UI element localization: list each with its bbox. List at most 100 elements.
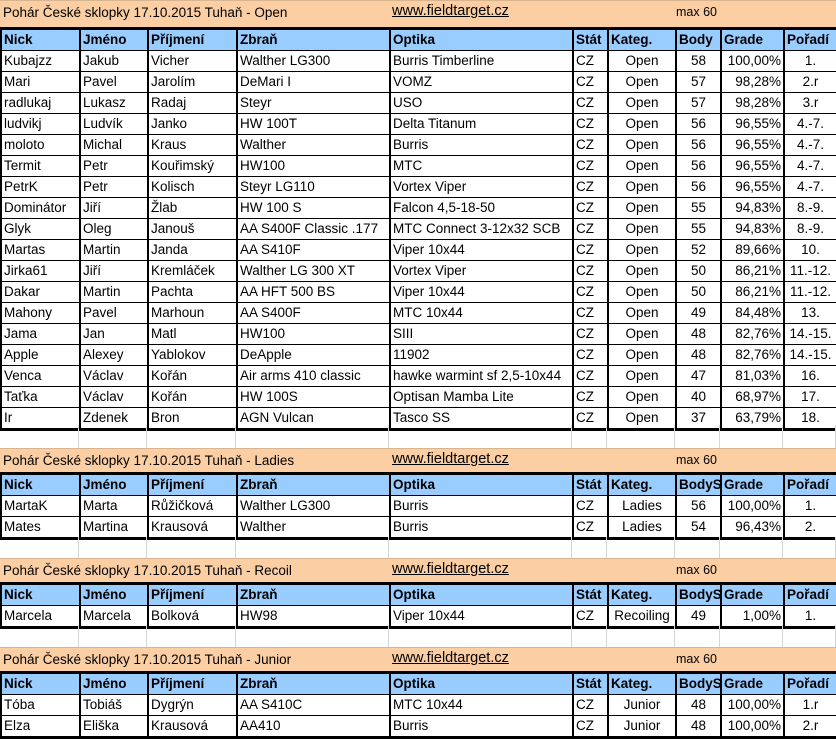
column-header-kateg: Kateg. [607, 583, 677, 606]
cell-grade: 96,55% [720, 176, 785, 198]
cell-grade: 100,00% [720, 50, 785, 72]
cell-grade: 100,00% [720, 694, 785, 716]
cell-optika: Tasco SS [389, 407, 574, 430]
cell-optika: Burris [389, 516, 574, 539]
column-header-kateg: Kateg. [607, 28, 677, 51]
fieldtarget-link[interactable]: www.fieldtarget.cz [392, 561, 509, 577]
cell-prijmeni: Kraus [147, 134, 238, 156]
section-title: Pohár České sklopky 17.10.2015 Tuhaň - R… [3, 563, 292, 578]
cell-zbran: AA HFT 500 BS [236, 281, 391, 303]
table-row: MartaK Marta Růžičková Walther LG300 Burris C… [0, 495, 836, 517]
column-header-kateg: Kateg. [607, 672, 677, 695]
results-section: Pohár České sklopky 17.10.2015 Tuhaň - R… [0, 558, 836, 629]
cell-nick: Termit [0, 155, 81, 177]
cell-body: 56 [675, 113, 722, 135]
cell-grade: 98,28% [720, 71, 785, 93]
cell-poradi: 13. [783, 302, 836, 324]
cell-optika: MTC Connect 3-12x32 SCB [389, 218, 574, 240]
cell-jmeno: Pavel [79, 71, 149, 93]
table-row: radlukaj Lukasz Radaj Steyr USO CZ Open 57 98,28… [0, 92, 836, 114]
cell-optika: Viper 10x44 [389, 239, 574, 261]
cell-jmeno: Alexey [79, 344, 149, 366]
empty-cell [79, 425, 147, 448]
section-title-bar: Pohár České sklopky 17.10.2015 Tuhaň - L… [0, 448, 836, 472]
cell-jmeno: Eliška [79, 715, 149, 738]
cell-zbran: HW 100T [236, 113, 391, 135]
column-header-optika: Optika [389, 583, 574, 606]
cell-kateg: Recoiling [607, 605, 677, 628]
cell-optika: Viper 10x44 [389, 281, 574, 303]
cell-body: 49 [675, 605, 722, 628]
cell-kateg: Open [607, 155, 677, 177]
table-row: Jama Jan Matl HW100 SIII CZ Open 48 82,76% 14.-15… [0, 323, 836, 345]
cell-stat: CZ [572, 516, 609, 539]
cell-jmeno: Ludvík [79, 113, 149, 135]
table-row: Elza Eliška Krausová AA410 Burris CZ Junior 48 1… [0, 715, 836, 738]
table-row: moloto Michal Kraus Walther Burris CZ Open 56 96… [0, 134, 836, 156]
cell-body: 48 [675, 715, 722, 738]
cell-nick: ludvikj [0, 113, 81, 135]
cell-kateg: Open [607, 176, 677, 198]
cell-nick: Marcela [0, 605, 81, 628]
cell-zbran: AA410 [236, 715, 391, 738]
cell-stat: CZ [572, 365, 609, 387]
column-header-jmeno: Jméno [79, 672, 149, 695]
column-header-zbran: Zbraň [236, 672, 391, 695]
cell-jmeno: Václav [79, 386, 149, 408]
table-row: Venca Václav Kořán Air arms 410 classic hawk… [0, 365, 836, 387]
cell-zbran: Walther LG300 [236, 495, 391, 517]
cell-poradi: 2.r [783, 71, 836, 93]
cell-prijmeni: Kremláček [147, 260, 238, 282]
cell-body: 56 [675, 155, 722, 177]
cell-kateg: Open [607, 407, 677, 430]
column-header-nick: Nick [0, 28, 81, 51]
cell-kateg: Ladies [607, 516, 677, 539]
cell-zbran: Walther [236, 134, 391, 156]
cell-kateg: Junior [607, 694, 677, 716]
cell-prijmeni: Janko [147, 113, 238, 135]
header-row: Nick Jméno Příjmení Zbraň Optika Stát Kateg. Bo… [0, 473, 836, 496]
cell-optika: USO [389, 92, 574, 114]
cell-poradi: 16. [783, 365, 836, 387]
cell-jmeno: Michal [79, 134, 149, 156]
column-header-stat: Stát [572, 583, 609, 606]
cell-prijmeni: Bolková [147, 605, 238, 628]
cell-grade: 81,03% [720, 365, 785, 387]
table-row: Jirka61 Jiří Kremláček Walther LG 300 XT Vor… [0, 260, 836, 282]
table-row: Mahony Pavel Marhoun AA S400F MTC 10x44 CZ Ope… [0, 302, 836, 324]
max-score: max 60 [676, 453, 717, 467]
empty-cell [572, 537, 607, 558]
cell-nick: Kubajzz [0, 50, 81, 72]
cell-optika: Burris [389, 134, 574, 156]
cell-jmeno: Martina [79, 516, 149, 539]
cell-stat: CZ [572, 605, 609, 628]
results-table: Nick Jméno Příjmení Zbraň Optika Stát Kateg. Bo… [0, 472, 836, 540]
cell-optika: Vortex Viper [389, 260, 574, 282]
cell-body: 37 [675, 407, 722, 430]
empty-row [0, 425, 836, 448]
section-title: Pohár České sklopky 17.10.2015 Tuhaň - J… [3, 652, 292, 667]
column-header-nick: Nick [0, 672, 81, 695]
section-title-bar: Pohár České sklopky 17.10.2015 Tuhaň - R… [0, 558, 836, 582]
column-header-jmeno: Jméno [79, 583, 149, 606]
cell-grade: 100,00% [720, 715, 785, 738]
cell-poradi: 4.-7. [783, 155, 836, 177]
empty-cell [389, 537, 572, 558]
empty-cell [79, 537, 147, 558]
cell-prijmeni: Radaj [147, 92, 238, 114]
cell-optika: VOMZ [389, 71, 574, 93]
cell-prijmeni: Janda [147, 239, 238, 261]
fieldtarget-link[interactable]: www.fieldtarget.cz [392, 451, 509, 467]
empty-cell [0, 625, 79, 647]
empty-cell [675, 625, 720, 647]
cell-zbran: HW 100S [236, 386, 391, 408]
cell-kateg: Open [607, 344, 677, 366]
fieldtarget-link[interactable]: www.fieldtarget.cz [392, 650, 509, 666]
cell-nick: Apple [0, 344, 81, 366]
fieldtarget-link[interactable]: www.fieldtarget.cz [392, 3, 509, 19]
cell-nick: Dakar [0, 281, 81, 303]
max-score: max 60 [676, 563, 717, 577]
cell-grade: 86,21% [720, 281, 785, 303]
cell-nick: Dominátor [0, 197, 81, 219]
cell-stat: CZ [572, 694, 609, 716]
